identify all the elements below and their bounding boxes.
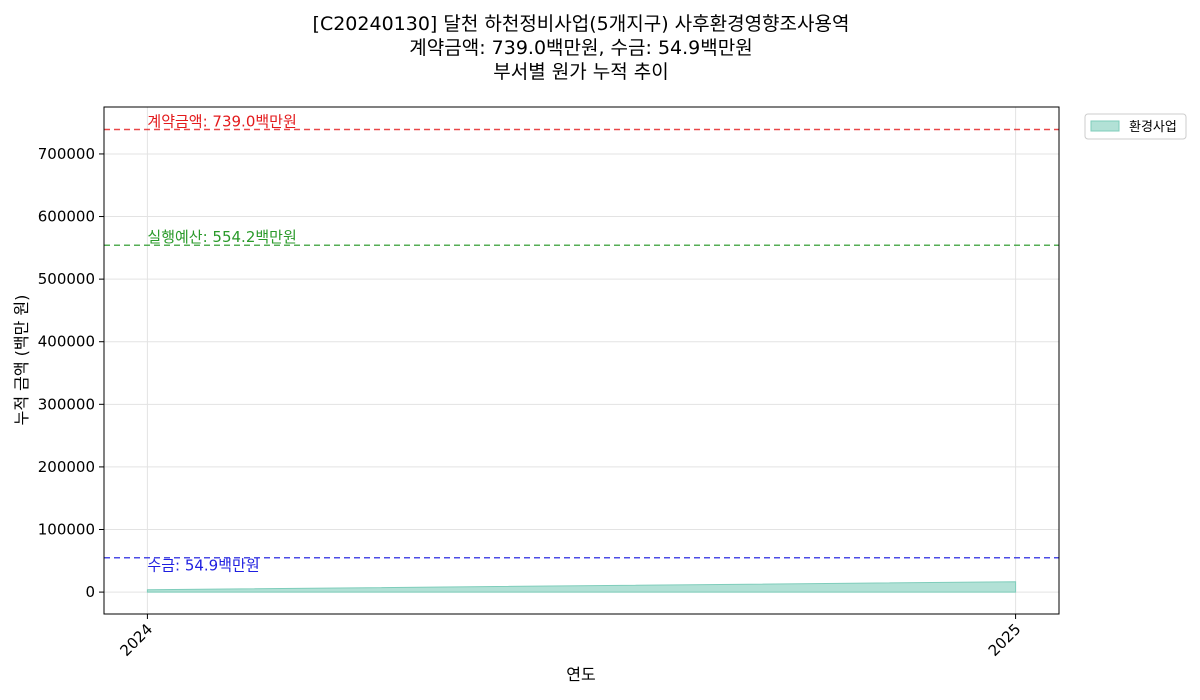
chart-title-line-3: 부서별 원가 누적 추이 (493, 61, 668, 83)
y-axis-label: 누적 금액 (백만 원) (12, 295, 31, 426)
x-axis-label: 연도 (566, 665, 595, 684)
area-layer (146, 581, 1017, 593)
y-tick-label: 500000 (38, 270, 95, 288)
x-tick-label: 2025 (985, 620, 1025, 660)
chart-title: [C20240130] 달천 하천정비사업(5개지구) 사후환경영향조사용역 계… (313, 13, 850, 83)
y-tick-label: 200000 (38, 458, 95, 476)
reference-line-label: 계약금액: 739.0백만원 (147, 113, 296, 131)
legend: 환경사업 (1084, 113, 1187, 140)
legend-frame (1084, 113, 1187, 140)
legend-swatch (1090, 120, 1120, 132)
grid (104, 107, 1059, 614)
plot-frame (103, 106, 1060, 615)
y-tick-label: 700000 (38, 145, 95, 163)
legend-label: 환경사업 (1129, 120, 1177, 135)
chart-title-line-2: 계약금액: 739.0백만원, 수금: 54.9백만원 (409, 37, 752, 59)
chart-title-line-1: [C20240130] 달천 하천정비사업(5개지구) 사후환경영향조사용역 (313, 13, 850, 35)
y-axis: 0 100000 200000 300000 400000 500000 600000 700… (38, 145, 104, 601)
plot-area (104, 107, 1059, 614)
y-tick-label: 400000 (38, 333, 95, 351)
y-tick-label: 0 (85, 583, 95, 601)
reference-line-label: 수금: 54.9백만원 (147, 557, 259, 575)
x-tick-label: 2024 (117, 620, 157, 660)
x-axis: 2024 2025 (117, 614, 1025, 660)
y-tick-label: 300000 (38, 395, 95, 413)
area-series-환경사업 (146, 581, 1017, 593)
reference-line-label: 실행예산: 554.2백만원 (147, 228, 296, 246)
y-tick-label: 100000 (38, 521, 95, 539)
y-tick-label: 600000 (38, 208, 95, 226)
